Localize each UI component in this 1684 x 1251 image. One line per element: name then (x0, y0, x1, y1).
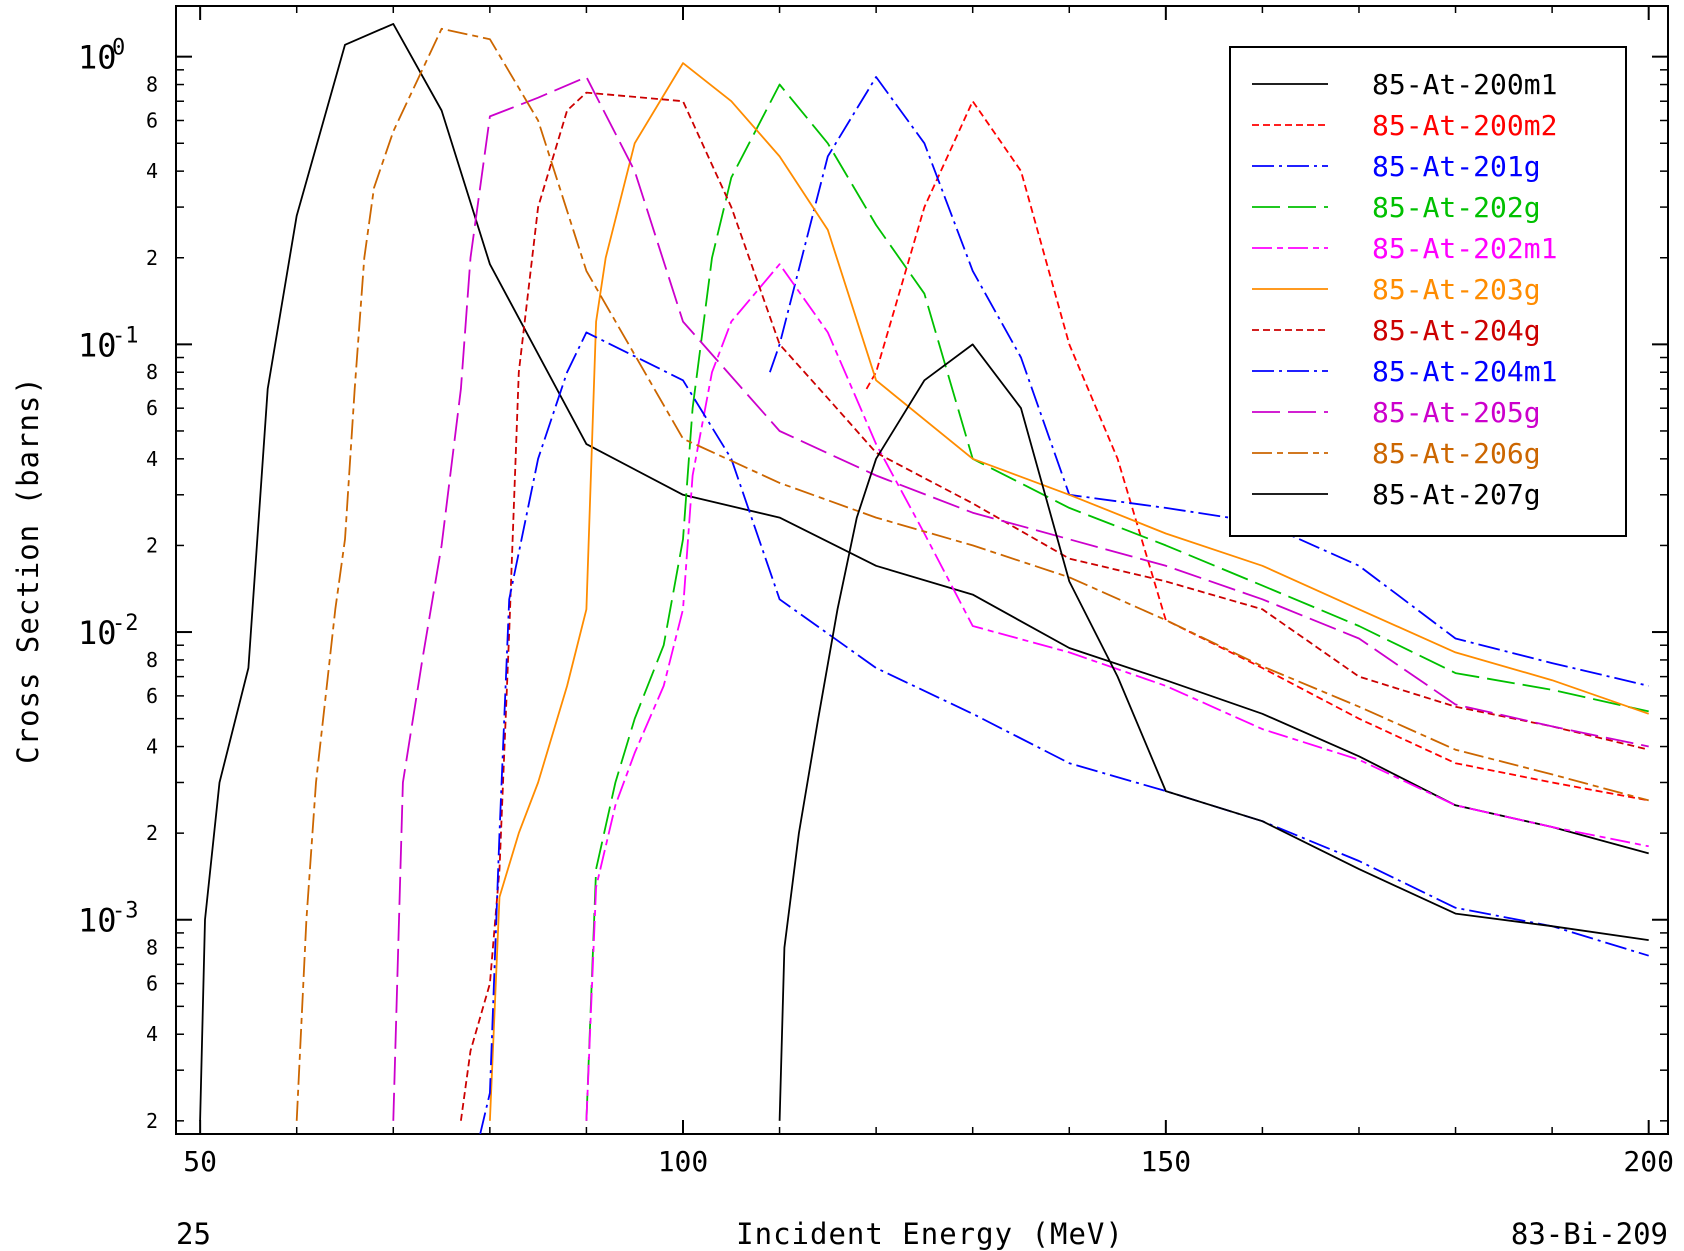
y-minor-label: 8 (146, 360, 158, 384)
legend: 85-At-200m1 85-At-200m2 85-At-201g 85-At-20… (1229, 46, 1627, 537)
y-axis-title: Cross Section (barns) (11, 376, 45, 764)
y-minor-label: 6 (146, 108, 158, 132)
series-line-85-At-207g (778, 343, 1649, 1121)
x-tick-label: 200 (1623, 1145, 1674, 1178)
legend-label: 85-At-205g (1372, 396, 1541, 429)
y-tick-label: 10 (78, 614, 117, 652)
footer-left-label: 25 (176, 1217, 211, 1251)
y-tick-exponent: -2 (112, 611, 139, 636)
series-line-85-At-204m1 (479, 331, 1649, 1134)
y-minor-label: 6 (146, 684, 158, 708)
legend-label: 85-At-207g (1372, 478, 1541, 511)
y-minor-label: 2 (146, 533, 158, 557)
series-line-85-At-202m1 (585, 263, 1649, 1121)
series-line-85-At-200m1 (199, 22, 1649, 1121)
y-tick-exponent: 0 (112, 36, 125, 61)
series-line-85-At-202g (585, 83, 1649, 1121)
y-tick-exponent: -3 (112, 899, 139, 924)
y-minor-label: 2 (146, 1109, 158, 1133)
legend-label: 85-At-202g (1372, 191, 1541, 224)
series-line-85-At-201g (769, 76, 1649, 687)
legend-label: 85-At-203g (1372, 273, 1541, 306)
y-minor-label: 8 (146, 73, 158, 97)
y-tick-exponent: -1 (112, 323, 139, 348)
legend-box (1229, 46, 1627, 537)
y-minor-label: 2 (146, 246, 158, 270)
y-minor-label: 6 (146, 396, 158, 420)
footer-right-label: 83-Bi-209 (1511, 1217, 1668, 1251)
data-series (199, 22, 1649, 1134)
legend-label: 85-At-200m2 (1372, 109, 1557, 142)
legend-label: 85-At-202m1 (1372, 232, 1557, 265)
y-minor-label: 4 (146, 447, 158, 471)
y-tick-label: 10 (78, 326, 117, 364)
y-minor-label: 8 (146, 936, 158, 960)
x-tick-label: 150 (1141, 1145, 1192, 1178)
series-line-85-At-206g (295, 27, 1649, 1121)
axis-ticks: 50 100 150 20010010-110-210-386428642864286… (78, 6, 1674, 1178)
y-minor-label: 4 (146, 159, 158, 183)
series-line-85-At-203g (489, 62, 1649, 1121)
y-minor-label: 6 (146, 972, 158, 996)
series-line-85-At-205g (392, 76, 1649, 1121)
series-line-85-At-204g (460, 91, 1649, 1121)
x-tick-label: 50 (183, 1145, 217, 1178)
y-minor-label: 8 (146, 648, 158, 672)
y-tick-label: 10 (78, 39, 117, 77)
x-tick-label: 100 (658, 1145, 709, 1178)
series-line-85-At-200m2 (865, 100, 1649, 802)
legend-label: 85-At-206g (1372, 437, 1541, 470)
legend-label: 85-At-201g (1372, 150, 1541, 183)
legend-label: 85-At-204m1 (1372, 355, 1557, 388)
plot-frame (175, 5, 1669, 1135)
y-tick-label: 10 (78, 902, 117, 940)
legend-label: 85-At-200m1 (1372, 68, 1557, 101)
y-minor-label: 2 (146, 821, 158, 845)
y-minor-label: 4 (146, 735, 158, 759)
y-minor-label: 4 (146, 1022, 158, 1046)
legend-label: 85-At-204g (1372, 314, 1541, 347)
x-axis-title: Incident Energy (MeV) (736, 1217, 1124, 1251)
